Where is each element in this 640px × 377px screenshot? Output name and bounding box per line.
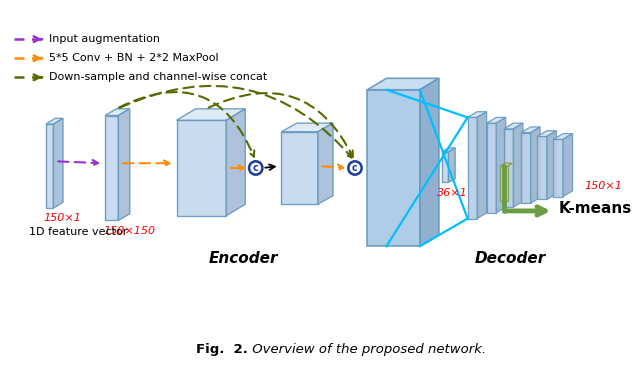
Polygon shape bbox=[477, 112, 486, 219]
Polygon shape bbox=[500, 166, 508, 201]
Polygon shape bbox=[282, 132, 317, 204]
Polygon shape bbox=[496, 117, 506, 213]
Polygon shape bbox=[105, 109, 130, 115]
Text: 150×1: 150×1 bbox=[44, 213, 82, 224]
Polygon shape bbox=[554, 139, 563, 197]
Polygon shape bbox=[317, 123, 333, 204]
Polygon shape bbox=[105, 115, 118, 221]
Text: Overview of the proposed network.: Overview of the proposed network. bbox=[248, 343, 486, 356]
Polygon shape bbox=[554, 133, 573, 139]
Polygon shape bbox=[118, 109, 130, 221]
Polygon shape bbox=[468, 117, 477, 219]
Circle shape bbox=[348, 161, 362, 175]
Polygon shape bbox=[547, 131, 556, 199]
Text: c: c bbox=[253, 163, 259, 173]
Polygon shape bbox=[521, 133, 531, 203]
Polygon shape bbox=[226, 109, 245, 216]
Polygon shape bbox=[537, 136, 547, 199]
Text: 36×1: 36×1 bbox=[437, 188, 468, 198]
Polygon shape bbox=[504, 123, 523, 129]
Text: Down-sample and channel-wise concat: Down-sample and channel-wise concat bbox=[49, 72, 267, 82]
Text: 5*5 Conv + BN + 2*2 MaxPool: 5*5 Conv + BN + 2*2 MaxPool bbox=[49, 53, 218, 63]
Polygon shape bbox=[563, 133, 573, 197]
Polygon shape bbox=[531, 127, 540, 203]
Polygon shape bbox=[177, 120, 226, 216]
Text: Input augmentation: Input augmentation bbox=[49, 34, 159, 44]
Text: 150×1: 150×1 bbox=[584, 181, 622, 191]
Polygon shape bbox=[46, 124, 53, 208]
Circle shape bbox=[249, 161, 262, 175]
Polygon shape bbox=[442, 152, 449, 182]
Polygon shape bbox=[468, 112, 486, 117]
Text: 150×150: 150×150 bbox=[103, 226, 155, 236]
Polygon shape bbox=[521, 127, 540, 133]
Polygon shape bbox=[367, 78, 439, 90]
Polygon shape bbox=[449, 148, 455, 182]
Polygon shape bbox=[46, 118, 63, 124]
Text: Fig.  2.: Fig. 2. bbox=[196, 343, 248, 356]
Polygon shape bbox=[513, 123, 523, 207]
Polygon shape bbox=[367, 90, 420, 246]
Polygon shape bbox=[420, 78, 439, 246]
Text: Decoder: Decoder bbox=[475, 251, 546, 267]
Polygon shape bbox=[500, 163, 513, 166]
Text: 1D feature vector: 1D feature vector bbox=[29, 227, 127, 237]
Polygon shape bbox=[537, 131, 556, 136]
Polygon shape bbox=[177, 109, 245, 120]
Text: Encoder: Encoder bbox=[209, 251, 278, 267]
Polygon shape bbox=[504, 129, 513, 207]
Polygon shape bbox=[442, 148, 455, 152]
Polygon shape bbox=[486, 117, 506, 123]
Polygon shape bbox=[282, 123, 333, 132]
Polygon shape bbox=[53, 118, 63, 208]
Polygon shape bbox=[486, 123, 496, 213]
Text: c: c bbox=[352, 163, 358, 173]
Text: K-means: K-means bbox=[558, 201, 632, 216]
